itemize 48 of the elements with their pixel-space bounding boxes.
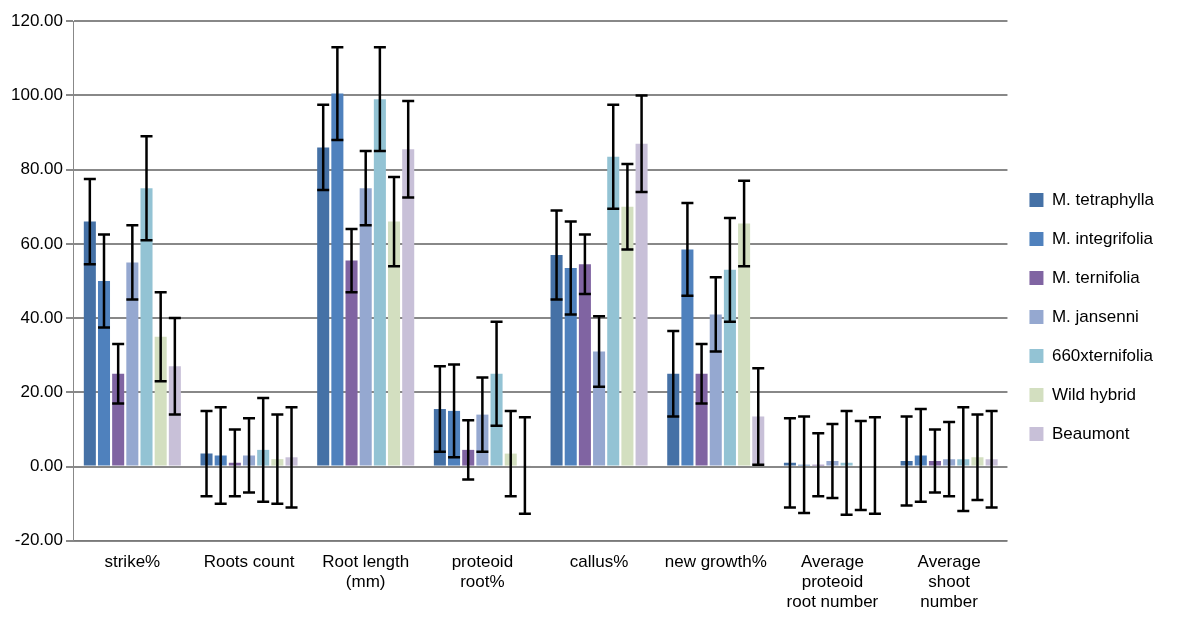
y-tick-label: 20.00 (20, 382, 63, 402)
legend-label: M. integrifolia (1051, 228, 1154, 248)
bar (97, 281, 111, 466)
x-tick-label: strike% (104, 551, 161, 571)
x-tick-label: new growth% (664, 551, 767, 571)
y-tick-label: 40.00 (20, 307, 63, 327)
bar (140, 188, 153, 466)
bar (83, 221, 96, 466)
x-tick-label: callus% (569, 551, 629, 571)
y-tick-label: -20.00 (14, 530, 63, 550)
x-tick-label: Average shoot number (917, 551, 981, 612)
bar (681, 249, 694, 466)
bar (112, 373, 125, 466)
bar (550, 255, 563, 466)
bar (635, 143, 648, 466)
x-tick-label: Root length (mm) (322, 551, 410, 592)
legend-label: M. ternifolia (1051, 267, 1141, 287)
y-tick-label: 80.00 (20, 159, 63, 179)
legend-label: Wild hybrid (1051, 384, 1137, 404)
bar (593, 351, 606, 466)
bar (402, 149, 415, 466)
y-tick-label: 0.00 (29, 456, 63, 476)
x-tick-label: Average proteoid root number (786, 551, 879, 612)
bar (126, 262, 139, 466)
bar (154, 336, 167, 466)
bar (738, 223, 751, 466)
bar (168, 366, 181, 466)
y-tick-label: 100.00 (11, 85, 63, 105)
bar (373, 99, 386, 466)
bar (607, 156, 620, 466)
x-tick-label: proteoid root% (451, 551, 514, 592)
bar (723, 269, 736, 466)
bar (709, 314, 722, 466)
y-tick-label: 120.00 (11, 10, 63, 30)
bar (331, 93, 344, 466)
y-tick-label: 60.00 (20, 233, 63, 253)
bar (621, 206, 634, 466)
legend-label: 660xternifolia (1051, 345, 1154, 365)
bar (345, 260, 358, 466)
bar (564, 268, 577, 466)
bar (317, 147, 330, 466)
legend-label: Beaumont (1051, 423, 1130, 443)
bar (388, 221, 401, 466)
bar (359, 188, 372, 466)
bar (578, 264, 591, 466)
legend-label: M. jansenni (1051, 306, 1139, 326)
x-tick-label: Roots count (203, 551, 295, 571)
legend-label: M. tetraphylla (1051, 189, 1155, 209)
